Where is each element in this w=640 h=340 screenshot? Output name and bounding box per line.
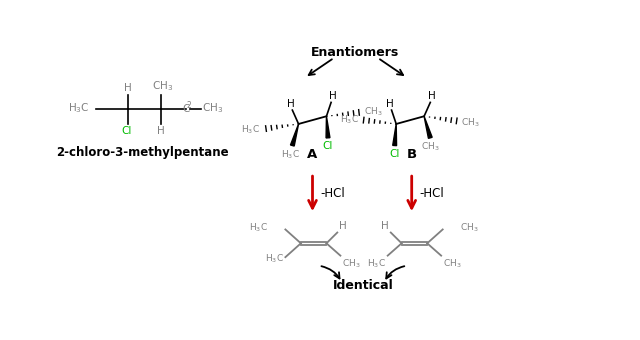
Text: H$_3$C: H$_3$C — [367, 257, 386, 270]
Text: H: H — [339, 221, 347, 231]
Text: CH$_3$: CH$_3$ — [364, 105, 382, 118]
Text: CH$_3$: CH$_3$ — [461, 116, 480, 129]
Text: C: C — [182, 104, 189, 114]
Text: H$_3$C: H$_3$C — [241, 124, 260, 136]
Text: -HCl: -HCl — [419, 187, 444, 200]
Text: 2-chloro-3-methylpentane: 2-chloro-3-methylpentane — [56, 146, 228, 159]
Text: H: H — [428, 91, 436, 101]
Polygon shape — [291, 124, 298, 146]
Text: H: H — [157, 125, 165, 136]
Text: 2: 2 — [187, 101, 192, 110]
Polygon shape — [393, 124, 397, 146]
Text: A: A — [307, 148, 317, 161]
Text: CH$_3$: CH$_3$ — [342, 257, 360, 270]
Text: H$_3$C: H$_3$C — [340, 113, 359, 125]
Text: H: H — [386, 99, 394, 108]
Text: Enantiomers: Enantiomers — [311, 46, 399, 59]
Text: Cl: Cl — [122, 125, 132, 136]
Polygon shape — [326, 116, 330, 138]
Text: CH$_3$: CH$_3$ — [421, 141, 440, 153]
Text: H: H — [287, 99, 294, 108]
Text: H$_3$C: H$_3$C — [68, 102, 90, 116]
Text: Cl: Cl — [390, 149, 400, 158]
Text: H: H — [124, 83, 132, 93]
Text: H: H — [329, 91, 337, 101]
Text: Cl: Cl — [323, 141, 333, 151]
Text: -HCl: -HCl — [320, 187, 345, 200]
Text: CH$_3$: CH$_3$ — [152, 79, 173, 93]
Text: CH$_3$: CH$_3$ — [460, 222, 478, 234]
Text: H$_3$C: H$_3$C — [282, 149, 300, 161]
Polygon shape — [424, 116, 432, 138]
Text: H$_3$C: H$_3$C — [265, 253, 284, 265]
Text: B: B — [406, 148, 417, 161]
Text: CH$_3$: CH$_3$ — [443, 257, 461, 270]
Text: H$_3$C: H$_3$C — [250, 222, 268, 234]
Text: H: H — [381, 221, 389, 231]
Text: Identical: Identical — [333, 279, 393, 292]
Text: CH$_3$: CH$_3$ — [202, 102, 223, 116]
